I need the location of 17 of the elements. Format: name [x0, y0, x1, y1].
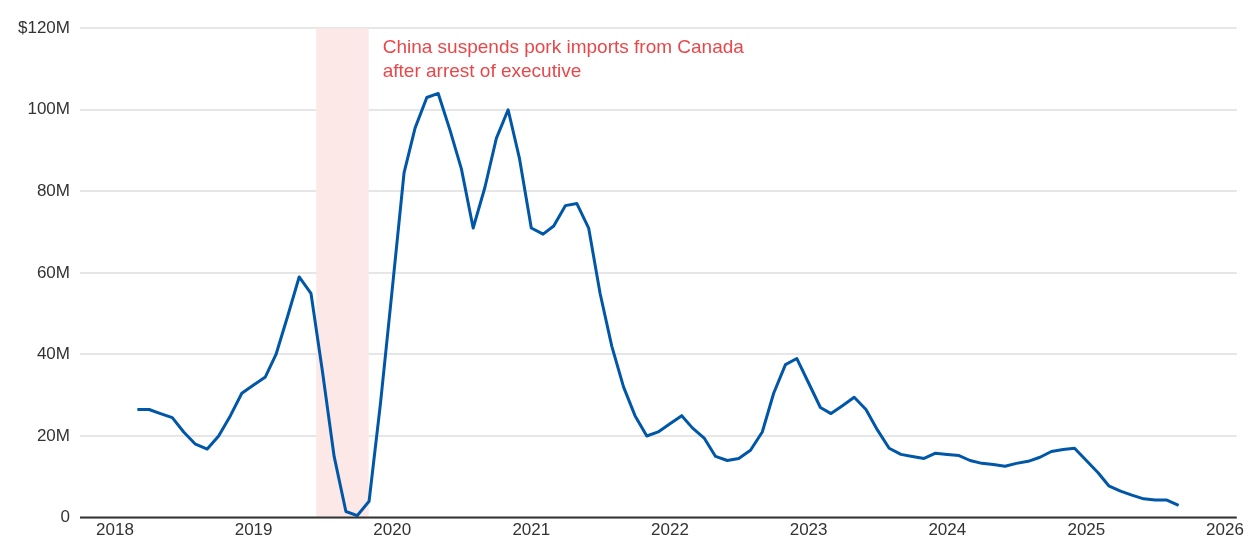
band-label: China suspends pork imports from Canada after arrest of executive	[382, 35, 745, 81]
x-tick-label: 2026	[1206, 520, 1244, 540]
y-tick-label: 0	[60, 507, 70, 527]
x-tick-label: 2019	[234, 520, 273, 540]
x-tick-label: 2020	[373, 520, 412, 540]
y-tick-label: 100M	[27, 99, 70, 119]
y-tick-label: 40M	[36, 344, 70, 364]
x-tick-label: 2024	[928, 520, 967, 540]
y-tick-label: 80M	[36, 181, 70, 201]
y-tick-label: $120M	[18, 17, 70, 37]
y-tick-label: 20M	[36, 425, 70, 445]
x-tick-label: 2025	[1067, 520, 1106, 540]
y-tick-label: 60M	[36, 262, 70, 282]
x-tick-label: 2021	[512, 520, 551, 540]
x-tick-label: 2023	[789, 520, 828, 540]
x-tick-label: 2018	[96, 520, 134, 540]
x-tick-label: 2022	[651, 520, 689, 540]
